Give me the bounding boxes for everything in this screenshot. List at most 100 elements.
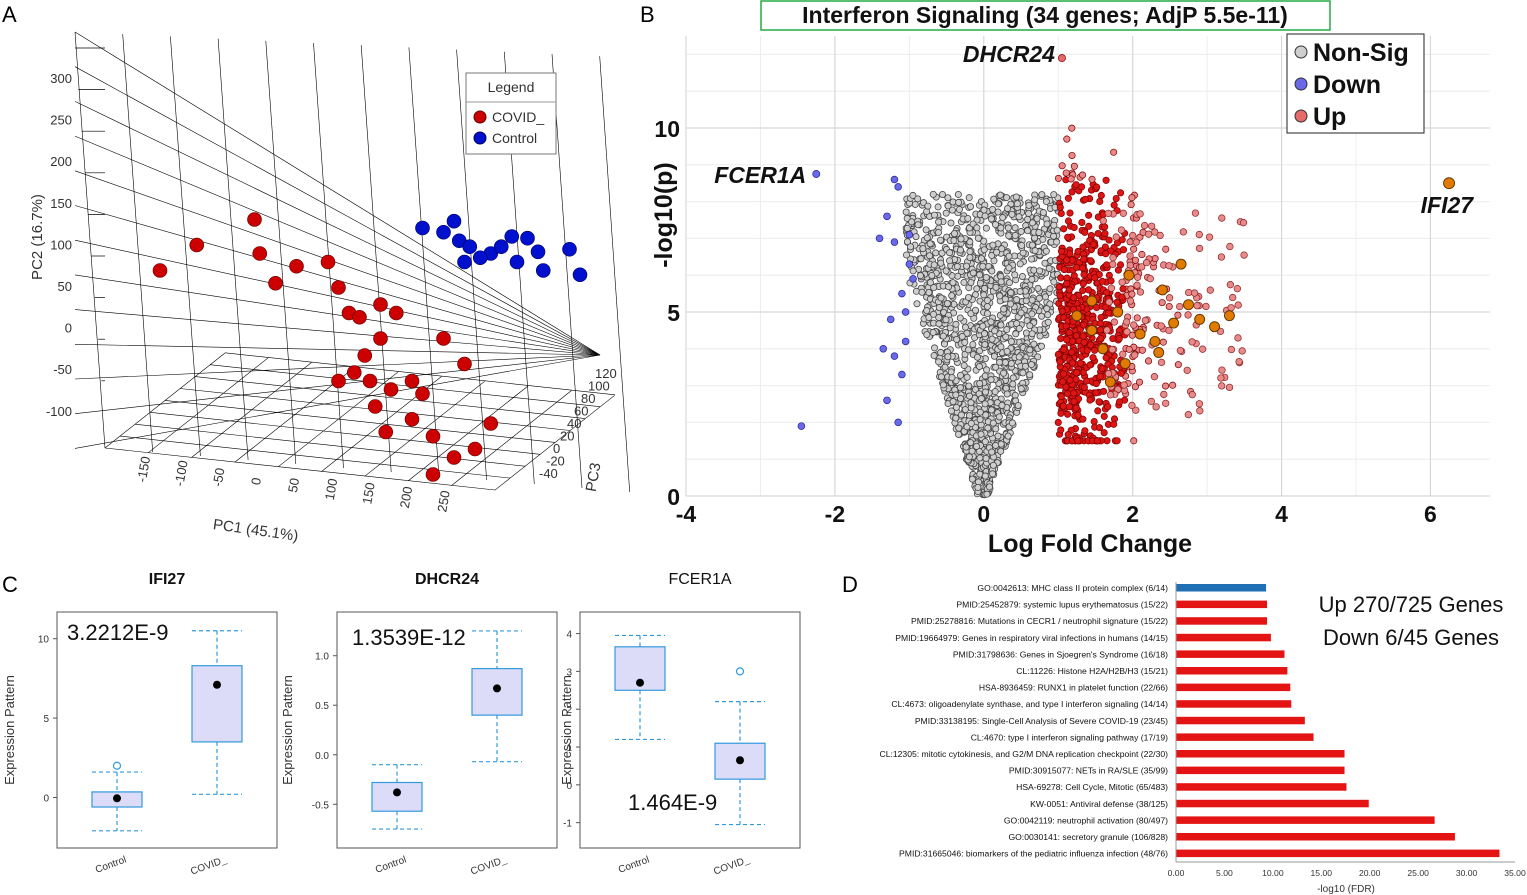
nonsig-point bbox=[1005, 264, 1013, 272]
nonsig-point bbox=[1007, 300, 1015, 308]
nonsig-point bbox=[902, 208, 910, 216]
interferon-gene-point bbox=[1168, 317, 1180, 329]
nonsig-point bbox=[950, 236, 958, 244]
nonsig-point bbox=[967, 399, 975, 407]
nonsig-point bbox=[1028, 255, 1036, 263]
up-point bbox=[1063, 135, 1071, 143]
nonsig-point bbox=[983, 302, 991, 310]
nonsig-point bbox=[1016, 287, 1024, 295]
nonsig-point bbox=[944, 194, 952, 202]
nonsig-point bbox=[981, 212, 989, 220]
nonsig-point bbox=[932, 249, 940, 257]
nonsig-point bbox=[977, 395, 985, 403]
nonsig-point bbox=[955, 205, 963, 213]
enrichment-bar bbox=[1176, 733, 1314, 741]
nonsig-point bbox=[998, 401, 1006, 409]
up-point bbox=[1147, 397, 1155, 406]
up-point bbox=[1131, 383, 1139, 391]
nonsig-point bbox=[975, 362, 983, 370]
up-point bbox=[1079, 415, 1087, 423]
nonsig-point bbox=[913, 300, 921, 308]
volcano-highlight-points bbox=[1071, 258, 1235, 388]
nonsig-point bbox=[1027, 361, 1035, 369]
pca-covid-point bbox=[425, 428, 441, 444]
box-plot-fcer1a: FCER1A -1 0 1 2 3 4 Expression Pattern Control CO… bbox=[559, 571, 801, 878]
up-point bbox=[1240, 251, 1248, 259]
nonsig-point bbox=[1015, 353, 1023, 361]
nonsig-point bbox=[1001, 295, 1009, 303]
up-point bbox=[1122, 318, 1131, 326]
nonsig-point bbox=[1005, 252, 1013, 260]
enrichment-bar bbox=[1176, 683, 1291, 692]
nonsig-point bbox=[973, 224, 981, 232]
nonsig-point bbox=[1026, 346, 1034, 354]
nonsig-point bbox=[973, 285, 981, 293]
enrichment-x-tick: 20.00 bbox=[1359, 868, 1381, 878]
legend-up-swatch bbox=[1294, 109, 1308, 123]
nonsig-point bbox=[973, 442, 981, 450]
up-point bbox=[1133, 281, 1141, 289]
enrichment-bar-label: GO:0030141: secretory granule (106/828) bbox=[1008, 832, 1168, 842]
box-y-tick: 5 bbox=[43, 714, 49, 725]
pca-grid-line bbox=[217, 38, 249, 461]
pca-x-tick: -150 bbox=[134, 455, 153, 483]
down-point bbox=[905, 230, 914, 239]
nonsig-point bbox=[1039, 235, 1047, 243]
nonsig-point bbox=[1035, 228, 1043, 236]
nonsig-point bbox=[935, 218, 943, 226]
nonsig-point bbox=[1028, 296, 1036, 304]
pca-covid-point bbox=[415, 386, 430, 402]
pca-covid-point bbox=[404, 411, 420, 427]
pca-covid-point bbox=[331, 373, 346, 389]
nonsig-point bbox=[1019, 369, 1027, 377]
up-point bbox=[1096, 326, 1104, 334]
nonsig-point bbox=[992, 363, 1000, 371]
pca-control-point bbox=[509, 254, 525, 270]
nonsig-point bbox=[1008, 419, 1016, 427]
nonsig-point bbox=[983, 310, 991, 318]
interferon-gene-point bbox=[1119, 358, 1131, 369]
nonsig-point bbox=[1004, 432, 1012, 440]
up-point bbox=[1162, 399, 1170, 407]
interferon-gene-point bbox=[1209, 321, 1221, 333]
nonsig-point bbox=[961, 338, 969, 346]
up-point bbox=[1085, 211, 1093, 219]
up-point bbox=[1165, 326, 1173, 335]
enrichment-x-axis-label: -log10 (FDR) bbox=[1317, 884, 1375, 895]
up-point bbox=[1144, 357, 1153, 365]
up-point bbox=[1073, 369, 1081, 377]
nonsig-point bbox=[983, 366, 991, 374]
enrichment-bar-label: HSA-8936459: RUNX1 in platelet function … bbox=[979, 683, 1168, 693]
pca-covid-point bbox=[268, 275, 283, 291]
box-plot-title: IFI27 bbox=[149, 571, 186, 588]
nonsig-point bbox=[1039, 209, 1047, 217]
nonsig-point bbox=[1044, 311, 1052, 319]
nonsig-point bbox=[942, 209, 950, 217]
nonsig-point bbox=[953, 262, 961, 270]
pca-grid-line bbox=[74, 205, 601, 356]
volcano-x-tick: 0 bbox=[977, 501, 990, 527]
up-point bbox=[1070, 397, 1078, 405]
up-point bbox=[1074, 437, 1082, 445]
nonsig-point bbox=[960, 361, 968, 369]
nonsig-point bbox=[944, 353, 952, 361]
nonsig-point bbox=[991, 388, 999, 396]
up-point bbox=[1086, 361, 1094, 369]
nonsig-point bbox=[967, 310, 975, 318]
pca-y-tick: 300 bbox=[50, 71, 72, 86]
down-point bbox=[890, 238, 899, 246]
up-point bbox=[1152, 403, 1160, 411]
down-point bbox=[886, 315, 895, 324]
pca-control-point bbox=[520, 230, 535, 246]
up-point bbox=[1225, 383, 1234, 392]
nonsig-point bbox=[1011, 224, 1019, 232]
nonsig-point bbox=[922, 226, 930, 234]
enrichment-bar-label: PMID:30915077: NETs in RA/SLE (35/99) bbox=[1009, 766, 1168, 776]
up-point bbox=[1188, 391, 1196, 399]
up-point bbox=[1057, 393, 1065, 401]
nonsig-point bbox=[980, 330, 988, 338]
up-point bbox=[1054, 418, 1062, 427]
up-point bbox=[1108, 345, 1116, 354]
up-point bbox=[1057, 274, 1065, 282]
